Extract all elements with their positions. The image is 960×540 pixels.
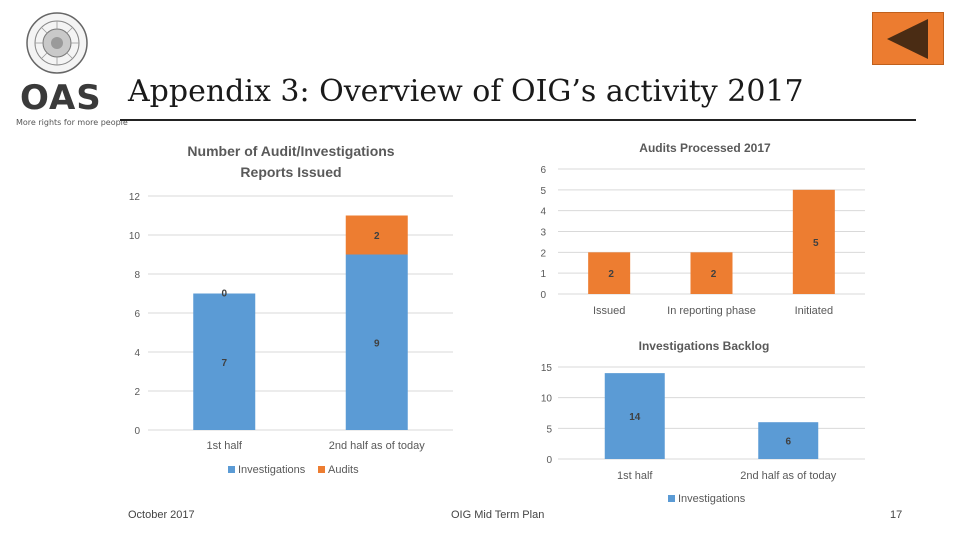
bar bbox=[758, 422, 819, 459]
oas-seal-icon bbox=[26, 12, 88, 74]
data-label: 6 bbox=[785, 437, 791, 448]
data-label: 2 bbox=[374, 231, 380, 242]
chart-audits-processed: Audits Processed 2017 0 1 2 3 4 5 6 2 Issued 2 In r… bbox=[540, 141, 865, 317]
page-title: Appendix 3: Overview of OIG’s activity 2… bbox=[128, 74, 804, 109]
logo-text: OAS bbox=[20, 78, 102, 118]
title-divider bbox=[120, 119, 916, 121]
y-tick-label: 1 bbox=[540, 269, 546, 280]
footer-center: OIG Mid Term Plan bbox=[451, 509, 545, 521]
y-tick-label: 15 bbox=[541, 363, 553, 374]
chart-investigations-backlog: Investigations Backlog 0 5 10 15 14 1st half 6 2… bbox=[541, 339, 865, 505]
y-tick-label: 4 bbox=[540, 207, 546, 218]
x-tick-label: 2nd half as of today bbox=[740, 470, 837, 482]
y-tick-label: 5 bbox=[546, 424, 552, 435]
chart-title: Number of Audit/Investigations bbox=[187, 143, 394, 159]
legend-label: Audits bbox=[328, 464, 359, 476]
chart-title: Investigations Backlog bbox=[639, 339, 770, 353]
chart-reports-issued: Number of Audit/Investigations Reports Is… bbox=[129, 143, 453, 476]
bar bbox=[193, 293, 256, 430]
bar bbox=[588, 252, 631, 294]
bar bbox=[792, 189, 835, 294]
bar bbox=[690, 252, 733, 294]
x-tick-label: 2nd half as of today bbox=[329, 440, 426, 452]
legend-label: Investigations bbox=[678, 493, 746, 505]
y-tick-label: 5 bbox=[540, 186, 546, 197]
legend-swatch bbox=[318, 466, 325, 473]
x-tick-label: 1st half bbox=[207, 440, 243, 452]
x-tick-label: Initiated bbox=[795, 305, 834, 317]
legend-swatch bbox=[668, 495, 675, 502]
y-tick-label: 0 bbox=[546, 455, 552, 466]
y-tick-label: 2 bbox=[134, 387, 140, 398]
legend-swatch bbox=[228, 466, 235, 473]
y-tick-label: 8 bbox=[134, 270, 140, 281]
y-tick-label: 2 bbox=[540, 248, 546, 259]
logo-tagline: More rights for more people bbox=[16, 118, 128, 127]
chart-title: Audits Processed 2017 bbox=[639, 141, 771, 155]
data-label: 9 bbox=[374, 338, 380, 349]
y-tick-label: 6 bbox=[540, 165, 546, 176]
y-tick-label: 10 bbox=[129, 231, 141, 242]
y-tick-label: 4 bbox=[134, 348, 140, 359]
y-tick-label: 10 bbox=[541, 394, 553, 405]
legend-label: Investigations bbox=[238, 464, 306, 476]
y-tick-label: 0 bbox=[134, 426, 140, 437]
y-tick-label: 12 bbox=[129, 192, 141, 203]
x-tick-label: In reporting phase bbox=[667, 305, 756, 317]
chart-title: Reports Issued bbox=[240, 164, 341, 180]
x-tick-label: 1st half bbox=[617, 470, 653, 482]
page-number: 17 bbox=[890, 509, 903, 521]
bar bbox=[345, 215, 408, 255]
back-button[interactable] bbox=[872, 12, 944, 65]
data-label: 5 bbox=[813, 238, 819, 249]
bar bbox=[604, 373, 665, 459]
triangle-left-icon bbox=[872, 12, 944, 65]
y-tick-label: 0 bbox=[540, 290, 546, 301]
data-label: 7 bbox=[221, 358, 227, 369]
data-label: 2 bbox=[608, 269, 614, 280]
data-label: 2 bbox=[711, 269, 717, 280]
y-tick-label: 3 bbox=[540, 228, 546, 239]
footer-date: October 2017 bbox=[128, 509, 195, 521]
oas-logo: OAS More rights for more people bbox=[14, 8, 128, 128]
data-label: 0 bbox=[221, 289, 227, 300]
y-tick-label: 6 bbox=[134, 309, 140, 320]
bar bbox=[345, 254, 408, 430]
data-label: 14 bbox=[629, 412, 641, 423]
x-tick-label: Issued bbox=[593, 305, 625, 317]
